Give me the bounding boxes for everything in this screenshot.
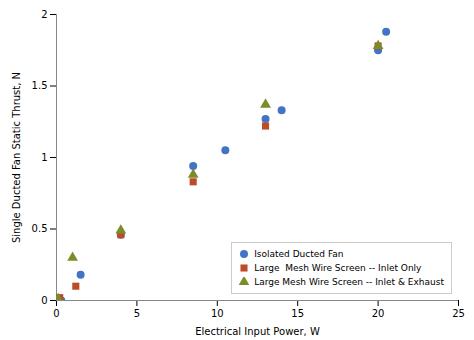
svg-text:0: 0 (53, 308, 59, 319)
svg-text:0: 0 (41, 295, 47, 306)
svg-text:Single Ducted Fan Static Thrus: Single Ducted Fan Static Thrust, N (11, 72, 22, 243)
svg-text:2: 2 (41, 9, 47, 20)
svg-text:10: 10 (211, 308, 224, 319)
svg-text:Electrical Input Power, W: Electrical Input Power, W (195, 326, 320, 337)
svg-text:1: 1 (41, 152, 47, 163)
svg-text:5: 5 (134, 308, 140, 319)
html-text:Large Mesh Wire Screen -- Inle: Large Mesh Wire Screen -- Inlet & Exhaus… (254, 277, 444, 287)
svg-text:1.5: 1.5 (32, 80, 48, 91)
svg-text:20: 20 (372, 308, 385, 319)
svg-text:15: 15 (291, 308, 304, 319)
svg-text:25: 25 (452, 308, 465, 319)
html-text:Large Mesh Wire Screen -- Inle: Large Mesh Wire Screen -- Inlet Only (254, 263, 422, 273)
svg-text:0.5: 0.5 (32, 223, 48, 234)
html-text:Isolated Ducted Fan: Isolated Ducted Fan (254, 249, 344, 259)
